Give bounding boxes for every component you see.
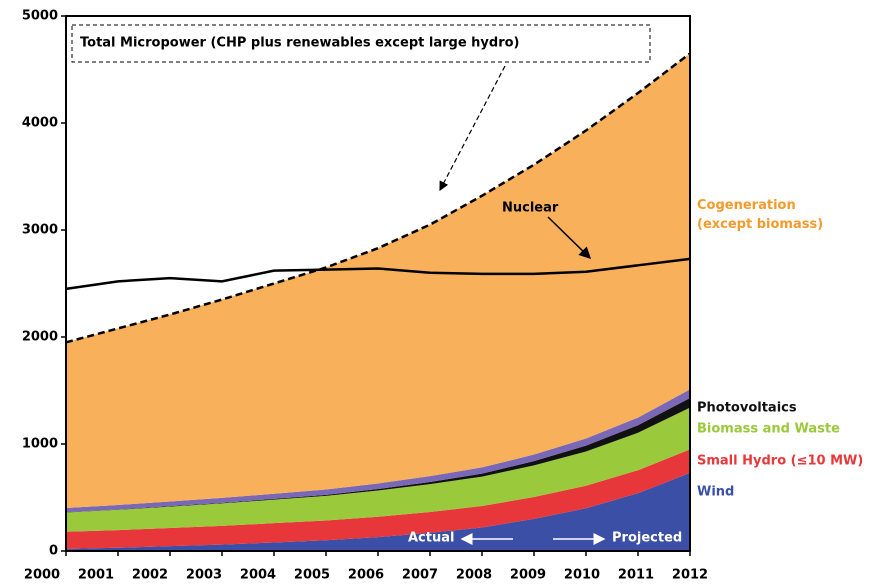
area bbox=[66, 397, 690, 513]
x-tick-label: 2002 bbox=[132, 568, 168, 583]
area bbox=[66, 389, 690, 513]
x-tick-label: 2001 bbox=[78, 568, 114, 583]
x-tick-label: 2004 bbox=[240, 568, 276, 583]
annotation: Actual bbox=[408, 531, 454, 546]
x-tick-label: 2003 bbox=[186, 568, 222, 583]
x-tick-label: 2007 bbox=[402, 568, 438, 583]
y-tick-label: 4000 bbox=[22, 116, 58, 131]
area bbox=[66, 472, 690, 551]
series-label: Wind bbox=[697, 485, 734, 500]
line bbox=[65, 52, 691, 344]
y-tick-label: 2000 bbox=[22, 330, 58, 345]
series-label: Cogeneration (except biomass) bbox=[697, 198, 824, 232]
annotation-arrow bbox=[547, 216, 592, 260]
series-label: Biomass and Waste bbox=[697, 422, 840, 437]
x-tick-label: 2011 bbox=[618, 568, 654, 583]
x-tick-label: 2010 bbox=[564, 568, 600, 583]
x-tick-label: 2009 bbox=[510, 568, 546, 583]
area bbox=[66, 449, 690, 549]
series-label: Photovoltaics bbox=[697, 401, 797, 416]
x-tick-label: 2000 bbox=[24, 568, 60, 583]
x-tick-label: 2008 bbox=[456, 568, 492, 583]
area bbox=[66, 407, 690, 532]
series-label: Small Hydro (≤10 MW) bbox=[697, 454, 863, 469]
y-tick-label: 5000 bbox=[22, 9, 58, 24]
annotation: Nuclear bbox=[502, 201, 559, 216]
x-tick-label: 2006 bbox=[348, 568, 384, 583]
y-tick-label: 1000 bbox=[22, 437, 58, 452]
y-tick-label: 3000 bbox=[22, 223, 58, 238]
annotation-box bbox=[71, 24, 651, 63]
annotation: Projected bbox=[612, 531, 682, 546]
x-tick-label: 2012 bbox=[672, 568, 708, 583]
x-tick-label: 2005 bbox=[294, 568, 330, 583]
y-tick-label: 0 bbox=[49, 544, 58, 559]
annotation-arrow bbox=[439, 65, 506, 192]
line bbox=[65, 257, 691, 291]
annotation: Total Micropower (CHP plus renewables ex… bbox=[80, 36, 519, 51]
area bbox=[66, 53, 690, 508]
